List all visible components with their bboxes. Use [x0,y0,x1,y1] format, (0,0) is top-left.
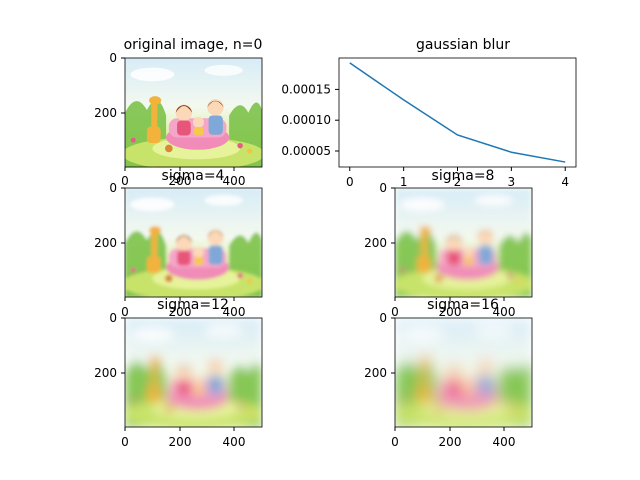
panel-title: sigma=4 [162,168,225,184]
x-tick-label: 400 [223,305,246,319]
x-tick-label: 2 [454,175,462,189]
x-tick-label: 3 [508,175,516,189]
y-tick-label: 200 [94,366,117,380]
x-ticks: 0 1 2 3 4 [346,167,569,189]
panel-title: original image, n=0 [124,37,263,53]
blurred-image [125,188,263,298]
y-tick-label: 0 [379,311,387,325]
x-tick-label: 200 [169,305,192,319]
panel-sigma-12: sigma=12 0 200 400 0 200 [94,297,263,449]
y-tick-label: 200 [94,106,117,120]
y-tick-label: 0.00015 [281,82,331,96]
x-tick-label: 400 [223,435,246,449]
x-tick-label: 1 [400,175,408,189]
y-tick-label: 0 [109,51,117,65]
panel-title: gaussian blur [416,37,510,53]
panel-sigma-16: sigma=16 0 200 400 0 200 [364,297,533,449]
panel-title: sigma=12 [157,297,229,313]
x-tick-label: 0 [121,435,129,449]
x-tick-label: 200 [169,174,192,188]
x-tick-label: 0 [121,174,129,188]
series-line [349,62,566,163]
x-tick-label: 400 [493,305,516,319]
x-tick-label: 0 [346,175,354,189]
y-tick-label: 0 [109,311,117,325]
panel-title: sigma=8 [432,168,495,184]
blurred-image [395,188,533,298]
y-tick-label: 0.00010 [281,113,331,127]
y-ticks: 0.00005 0.00010 0.00015 [281,82,339,158]
x-tick-label: 0 [121,305,129,319]
panel-title: sigma=16 [427,297,499,313]
x-tick-label: 200 [439,435,462,449]
panel-sigma-8: sigma=8 0 200 400 0 200 [364,168,533,319]
x-tick-label: 400 [493,435,516,449]
y-tick-label: 0.00005 [281,144,331,158]
axes-frame [338,57,577,168]
original-image [125,58,263,168]
panel-original: original image, n=0 0 200 400 0 200 [94,37,263,188]
y-tick-label: 200 [364,236,387,250]
y-tick-label: 0 [109,181,117,195]
y-tick-label: 200 [94,236,117,250]
blurred-image [125,318,263,428]
panel-sigma-4: sigma=4 0 200 400 0 200 [94,168,263,319]
x-tick-label: 200 [439,305,462,319]
x-tick-label: 200 [169,435,192,449]
x-tick-label: 4 [561,175,569,189]
y-tick-label: 0 [379,181,387,195]
panel-gaussian-blur: gaussian blur 0 1 2 3 4 0.00005 0.00010 0.0001… [281,37,577,189]
blurred-image [395,318,533,428]
x-tick-label: 0 [391,435,399,449]
x-tick-label: 0 [391,305,399,319]
y-tick-label: 200 [364,366,387,380]
x-tick-label: 400 [223,174,246,188]
